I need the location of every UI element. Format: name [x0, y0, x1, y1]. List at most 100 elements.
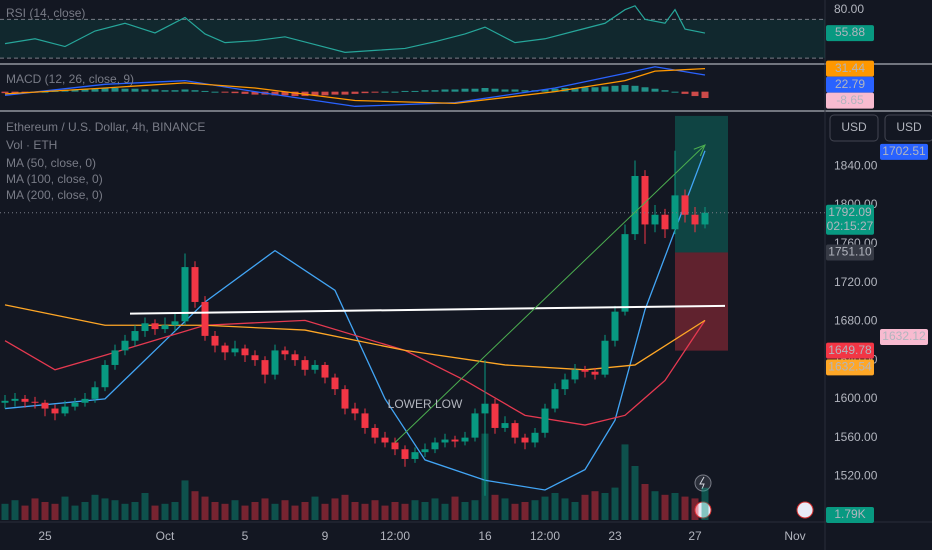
macd-histogram-bar: [601, 86, 609, 92]
macd-histogram-bar: [631, 85, 639, 92]
candle-body: [261, 360, 269, 375]
price-tag: [826, 342, 874, 359]
volume-bar: [101, 498, 109, 520]
candle-body: [491, 403, 499, 428]
candle-body: [611, 311, 619, 341]
macd-histogram-bar: [541, 89, 549, 92]
price-tag-label: 31.44: [835, 61, 865, 75]
scale-button[interactable]: [884, 114, 932, 142]
volume-bar: [291, 505, 299, 520]
macd-histogram-bar: [651, 88, 659, 92]
macd-histogram-bar: [701, 91, 709, 99]
volume-bar: [351, 502, 359, 520]
volume-bar: [511, 503, 519, 520]
candle-body: [221, 345, 229, 353]
x-tick-label: 12:00: [530, 529, 560, 543]
event-icon[interactable]: [694, 501, 712, 519]
volume-bar: [201, 496, 209, 520]
scale-button[interactable]: [829, 114, 879, 142]
macd-histogram-bar: [401, 90, 409, 92]
volume-bar: [151, 505, 159, 520]
candle-body: [211, 335, 219, 346]
y-tick-label: 1680.00: [834, 314, 878, 328]
price-tag: [826, 204, 874, 235]
price-tag-label: 55.88: [835, 25, 865, 39]
volume-bar: [341, 494, 349, 520]
position-stop-zone: [675, 252, 728, 351]
macd-histogram-bar: [581, 87, 589, 92]
volume-bar: [661, 494, 669, 520]
x-tick-label: Nov: [784, 529, 805, 543]
macd-histogram-bar: [71, 89, 79, 92]
event-icon[interactable]: [694, 474, 712, 492]
candle-body: [331, 377, 339, 390]
candle-body: [11, 398, 19, 401]
volume-bar: [691, 498, 699, 520]
macd-histogram-bar: [461, 88, 469, 92]
volume-bar: [121, 503, 129, 520]
volume-bar: [561, 498, 569, 520]
candle-body: [251, 355, 259, 361]
macd-histogram-bar: [11, 91, 19, 94]
scale-button-label: USD: [841, 120, 867, 134]
position-target-zone: [675, 115, 728, 253]
macd-histogram-bar: [151, 89, 159, 92]
candle-body: [351, 408, 359, 414]
volume-bar: [21, 505, 29, 520]
moving-average: [4, 304, 706, 371]
price-tag-sub: 02:15:27: [827, 219, 874, 233]
macd-histogram-bar: [171, 90, 179, 92]
price-tag-label: 22.79: [835, 77, 865, 91]
candle-body: [391, 442, 399, 450]
price-tag: [826, 76, 874, 93]
candle-body: [441, 439, 449, 443]
rsi-line: [4, 5, 706, 53]
candle-body: [651, 214, 659, 225]
volume-bar: [261, 498, 269, 520]
y-tick-label: 1520.00: [834, 469, 878, 483]
volume-bar: [411, 500, 419, 520]
macd-histogram-bar: [161, 90, 169, 92]
macd-histogram-bar: [211, 91, 219, 93]
volume-bar: [631, 466, 639, 520]
price-tag: [826, 92, 874, 109]
candle-body: [151, 323, 159, 330]
candle-body: [531, 432, 539, 443]
volume-bar: [191, 491, 199, 520]
macd-histogram-bar: [181, 89, 189, 92]
volume-bar: [491, 494, 499, 520]
volume-bar: [161, 503, 169, 520]
volume-bar: [391, 502, 399, 520]
candle-body: [561, 379, 569, 390]
annotation: LOWER LOW: [388, 397, 463, 411]
candle-body: [271, 350, 279, 375]
volume-bar: [651, 491, 659, 520]
price-tag-label: 1632.12: [882, 329, 926, 343]
candle-body: [61, 406, 69, 414]
volume-bar: [521, 502, 529, 520]
volume-bar: [361, 503, 369, 520]
macd-histogram-bar: [91, 88, 99, 92]
price-tag-label: 1751.10: [828, 245, 872, 259]
volume-bar: [681, 496, 689, 520]
candle-body: [311, 364, 319, 370]
volume-bar: [331, 498, 339, 520]
volume-bar: [311, 496, 319, 520]
candle-body: [301, 360, 309, 370]
y-tick-label: 1720.00: [834, 275, 878, 289]
volume-bar: [11, 500, 19, 520]
candle-body: [361, 413, 369, 428]
volume-bar: [551, 493, 559, 520]
candle-body: [321, 364, 329, 378]
macd-histogram-bar: [141, 89, 149, 92]
candle-body: [21, 398, 29, 402]
volume-bar: [271, 503, 279, 520]
event-icon[interactable]: [796, 501, 814, 519]
volume-bar: [231, 500, 239, 520]
candle-body: [641, 175, 649, 225]
price-tag-label: 1792.09: [828, 205, 872, 219]
candle-body: [581, 369, 589, 372]
macd-histogram-bar: [221, 91, 229, 93]
candle-body: [471, 413, 479, 438]
macd-histogram-bar: [311, 91, 319, 96]
